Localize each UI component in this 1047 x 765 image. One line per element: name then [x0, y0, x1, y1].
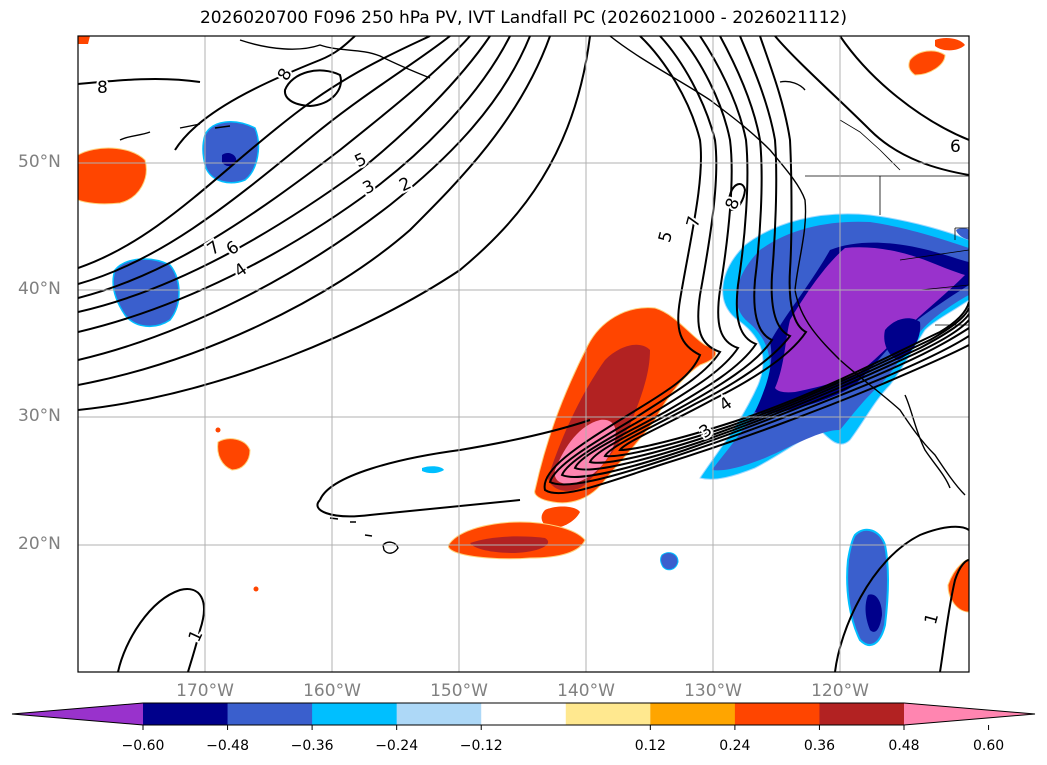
- lon-label: 150°W: [430, 681, 488, 701]
- negative-ivt-shading: [112, 121, 969, 646]
- colorbar-tick-label: 0.24: [719, 738, 751, 754]
- west-positive-blob: [78, 147, 147, 205]
- graticule: [78, 36, 969, 672]
- colorbar-tick-label: 0.60: [972, 738, 1005, 754]
- lat-label: 20°N: [18, 534, 61, 554]
- lat-label: 50°N: [18, 152, 61, 172]
- colorbar-bin: [143, 703, 229, 725]
- contour-label: 8: [97, 78, 108, 98]
- colorbar-bin: [481, 703, 567, 725]
- lat-label: 40°N: [18, 279, 61, 299]
- colorbar-tick-label: −0.36: [290, 738, 334, 754]
- colorbar-tick-label: −0.60: [121, 738, 165, 754]
- colorbar-tick-label: 0.12: [634, 738, 666, 754]
- lon-label: 140°W: [557, 681, 615, 701]
- map-frame: [77, 35, 970, 673]
- map-title: 2026020700 F096 250 hPa PV, IVT Landfall…: [199, 8, 847, 28]
- positive-ivt-shading: [78, 36, 969, 613]
- colorbar: [11, 702, 1036, 730]
- colorbar-extend-low: [12, 703, 143, 725]
- colorbar-bin: [227, 703, 313, 725]
- contour-label: 6: [950, 137, 961, 157]
- lat-label: 30°N: [18, 406, 61, 426]
- colorbar-bin: [650, 703, 736, 725]
- colorbar-tick-label: −0.24: [375, 738, 419, 754]
- colorbar-bin: [734, 703, 820, 725]
- lon-label: 170°W: [176, 681, 234, 701]
- lon-label: 120°W: [811, 681, 869, 701]
- colorbar-bin: [565, 703, 651, 725]
- colorbar-extend-high: [904, 703, 1035, 725]
- coastlines: [119, 36, 966, 554]
- pv-contours: [78, 36, 969, 672]
- colorbar-bin: [396, 703, 482, 725]
- colorbar-tick-label: −0.12: [459, 738, 503, 754]
- lon-label: 130°W: [684, 681, 742, 701]
- colorbar-bin: [312, 703, 398, 725]
- colorbar-tick-label: −0.48: [206, 738, 249, 754]
- lon-label: 160°W: [303, 681, 361, 701]
- colorbar-tick-label: 0.36: [803, 738, 836, 754]
- colorbar-tick-label: 0.48: [888, 738, 920, 754]
- colorbar-bin: [819, 703, 905, 725]
